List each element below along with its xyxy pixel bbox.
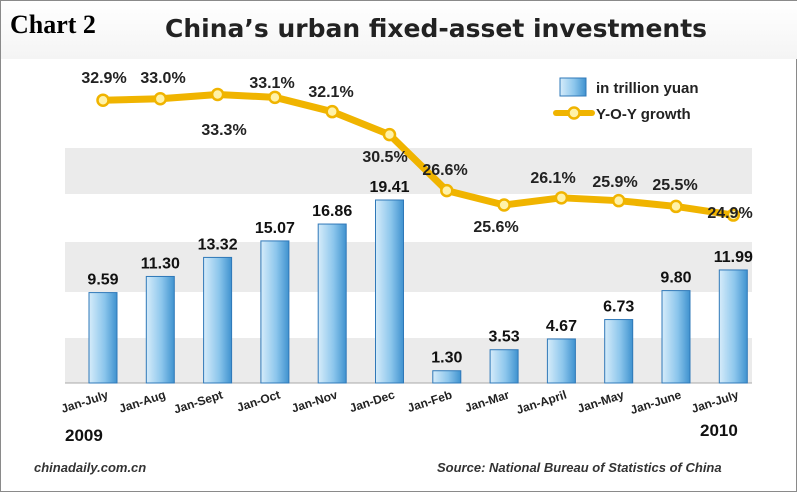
category-tick-label: Jan-July: [690, 387, 741, 415]
bar: [375, 199, 404, 384]
growth-marker: [440, 183, 454, 198]
bar-value-label: 15.07: [255, 220, 295, 237]
bar: [260, 240, 290, 384]
legend-line-marker: [567, 106, 581, 120]
growth-marker: [554, 191, 569, 205]
category-tick-label: Jan-Nov: [290, 387, 340, 415]
growth-line: [99, 90, 737, 219]
category-tick-label: Jan-June: [628, 387, 683, 417]
chart-number-label: Chart 2: [10, 10, 96, 39]
growth-value-label: 25.5%: [652, 177, 697, 194]
bar: [546, 338, 576, 384]
bar: [489, 349, 519, 384]
growth-marker: [96, 93, 110, 107]
growth-value-label: 32.1%: [308, 84, 353, 101]
bar-value-label: 16.86: [312, 203, 352, 220]
growth-marker: [153, 92, 168, 106]
growth-marker: [726, 208, 741, 222]
grid-band: [65, 338, 752, 383]
category-tick-label: Jan-Dec: [348, 387, 397, 415]
bar-value-label: 6.73: [603, 299, 634, 316]
category-tick-label: Jan-Mar: [463, 387, 511, 415]
category-tick-label: Jan-Aug: [117, 388, 167, 416]
growth-marker: [497, 198, 511, 212]
footer-source: Source: National Bureau of Statistics of…: [437, 460, 722, 475]
category-tick-label: Jan-Oct: [235, 388, 282, 415]
bar: [203, 256, 233, 384]
legend-line-label: Y-O-Y growth: [596, 106, 691, 123]
growth-value-label: 33.3%: [201, 122, 246, 139]
footer-credit: chinadaily.com.cn: [34, 460, 147, 475]
growth-marker: [382, 127, 397, 142]
growth-line-series: [96, 87, 741, 222]
legend-bar-label: in trillion yuan: [596, 80, 699, 97]
bar-data-labels: 9.59 11.30 13.32 15.07 16.86 19.41 1.30 3.53 4.6…: [87, 179, 753, 367]
bar-value-label: 13.32: [198, 236, 238, 253]
category-tick-label: Jan-May: [576, 387, 626, 415]
chart-title: China’s urban fixed-asset investments: [165, 14, 708, 43]
growth-value-label: 25.9%: [592, 174, 637, 191]
growth-value-label: 32.9%: [81, 70, 126, 87]
category-tick-label: Jan-Feb: [406, 388, 454, 416]
bar: [604, 319, 634, 384]
bar: [661, 290, 691, 384]
year-label-2009: 2009: [65, 426, 103, 445]
bar-value-label: 19.41: [369, 179, 409, 196]
growth-value-label: 33.1%: [249, 75, 294, 92]
bar-value-label: 11.99: [714, 249, 753, 266]
bar-value-label: 3.53: [489, 329, 520, 346]
growth-value-label: 26.6%: [422, 162, 467, 179]
bar: [145, 275, 175, 384]
growth-data-labels: 32.9% 33.0% 33.3% 33.1% 32.1% 30.5% 26.6% 25.6%…: [81, 70, 752, 236]
bar-value-label: 9.59: [87, 272, 118, 289]
growth-marker: [210, 87, 225, 102]
category-tick-labels: Jan-July Jan-Aug Jan-Sept Jan-Oct Jan-Nov Jan…: [59, 387, 740, 417]
growth-marker: [669, 199, 683, 214]
growth-value-label: 24.9%: [707, 205, 752, 222]
bar-value-label: 4.67: [546, 318, 577, 335]
growth-marker: [325, 104, 339, 119]
growth-marker: [268, 90, 282, 105]
bar-value-label: 9.80: [660, 270, 691, 287]
title-band: [1, 1, 797, 59]
legend: [553, 77, 595, 120]
bar: [88, 292, 118, 384]
category-tick-label: Jan-Sept: [172, 388, 225, 417]
bar-value-label: 1.30: [431, 350, 462, 367]
category-tick-label: Jan-July: [59, 387, 110, 415]
bar: [432, 370, 462, 384]
growth-value-label: 25.6%: [473, 219, 518, 236]
growth-value-label: 30.5%: [362, 149, 407, 166]
year-label-2010: 2010: [700, 421, 738, 440]
growth-value-label: 33.0%: [140, 70, 185, 87]
grid-band: [65, 242, 752, 292]
legend-bar-swatch: [559, 77, 587, 97]
bar-series: [88, 199, 748, 384]
growth-marker: [611, 193, 626, 208]
bar-value-label: 11.30: [141, 255, 180, 272]
category-tick-label: Jan-April: [515, 388, 569, 417]
growth-value-label: 26.1%: [530, 170, 575, 187]
bar: [718, 269, 748, 384]
bar: [317, 223, 347, 384]
